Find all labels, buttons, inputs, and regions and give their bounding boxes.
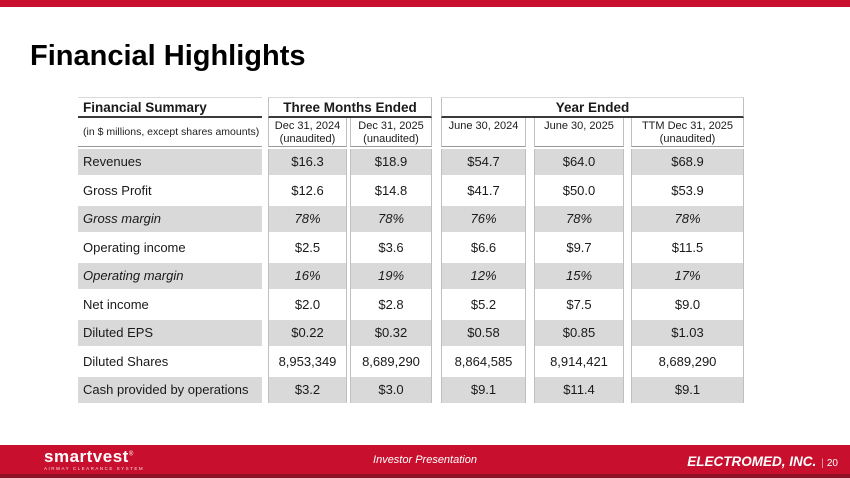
value-cell: $5.2 xyxy=(470,296,497,312)
company-name: ELECTROMED, INC. xyxy=(687,454,817,469)
financial-summary-table: Financial Summary Three Months Ended Yea… xyxy=(78,97,746,403)
column-header-line1: Dec 31, 2025 xyxy=(358,120,424,132)
column-header-june-30-2024: June 30, 2024 xyxy=(441,118,526,147)
row-label: Gross Profit xyxy=(83,182,152,198)
value-cell: 78% xyxy=(351,206,431,232)
row-label: Gross margin xyxy=(78,206,262,232)
row-label: Operating margin xyxy=(78,263,262,289)
column-header-line1: Dec 31, 2024 xyxy=(274,120,341,132)
value-cell: 19% xyxy=(351,263,431,289)
column-header-line1: June 30, 2024 xyxy=(448,120,519,132)
table-corner-header: Financial Summary xyxy=(78,97,262,118)
value-cell: $50.0 xyxy=(562,182,596,198)
value-cell: $1.03 xyxy=(632,320,743,346)
row-label: Net income xyxy=(83,296,149,312)
column-header-dec-31-2025: Dec 31, 2025 (unaudited) xyxy=(350,118,432,147)
value-cell: $54.7 xyxy=(442,149,525,175)
smartvest-logo-tagline: AIRWAY CLEARANCE SYSTEM xyxy=(44,466,145,471)
row-label: Diluted Shares xyxy=(83,353,169,369)
value-cell: $0.32 xyxy=(351,320,431,346)
column-header-june-30-2025: June 30, 2025 xyxy=(534,118,624,147)
value-cell: 8,914,421 xyxy=(550,353,608,369)
value-column-dec-31-2024: $16.3 $12.6 78% $2.5 16% $2.0 $0.22 8,953,349 $3… xyxy=(268,149,347,403)
value-column-ttm-dec-31-2025: $68.9 $53.9 78% $11.5 17% $9.0 $1.03 8,689,290 $… xyxy=(631,149,744,403)
column-header-line1: June 30, 2025 xyxy=(544,120,614,132)
row-label: Diluted EPS xyxy=(78,320,262,346)
value-cell: $18.9 xyxy=(351,149,431,175)
value-cell: $9.0 xyxy=(674,296,701,312)
group-header-three-months-ended: Three Months Ended xyxy=(268,97,432,118)
value-cell: $2.0 xyxy=(294,296,321,312)
footer-company-block: ELECTROMED, INC. | 20 xyxy=(687,453,838,471)
value-cell: 8,864,585 xyxy=(454,353,513,369)
table-group-header-row: Financial Summary Three Months Ended Yea… xyxy=(78,97,746,118)
value-cell: 76% xyxy=(442,206,525,232)
column-header-line2: (unaudited) xyxy=(363,133,419,145)
row-label: Operating income xyxy=(83,239,186,255)
page-number: 20 xyxy=(826,458,838,469)
value-cell: $12.6 xyxy=(291,182,324,198)
value-cell: $14.8 xyxy=(374,182,408,198)
table-units-note: (in $ millions, except shares amounts) xyxy=(78,118,262,147)
value-cell: 78% xyxy=(269,206,346,232)
slide-footer: smartvest® AIRWAY CLEARANCE SYSTEM Inves… xyxy=(0,445,850,478)
column-header-ttm-dec-31-2025: TTM Dec 31, 2025 (unaudited) xyxy=(631,118,744,147)
top-accent-bar xyxy=(0,0,850,7)
value-cell: $11.4 xyxy=(535,377,623,403)
smartvest-logo: smartvest® AIRWAY CLEARANCE SYSTEM xyxy=(44,448,144,472)
value-cell: 8,689,290 xyxy=(658,353,717,369)
column-header-line2: (unaudited) xyxy=(279,133,336,145)
value-cell: 17% xyxy=(632,263,743,289)
page-title: Financial Highlights xyxy=(30,40,306,72)
footer-presentation-label: Investor Presentation xyxy=(373,454,477,466)
value-cell: $64.0 xyxy=(535,149,623,175)
value-cell: $11.5 xyxy=(671,239,704,255)
footer-bottom-accent-strip xyxy=(0,474,850,478)
value-cell: 8,689,290 xyxy=(362,353,420,369)
value-cell: $0.58 xyxy=(442,320,525,346)
value-cell: $9.1 xyxy=(632,377,743,403)
value-cell: $53.9 xyxy=(671,182,704,198)
value-cell: $9.1 xyxy=(442,377,525,403)
value-cell: $0.85 xyxy=(535,320,623,346)
value-cell: $16.3 xyxy=(269,149,346,175)
value-cell: $3.2 xyxy=(269,377,346,403)
value-column-june-30-2025: $64.0 $50.0 78% $9.7 15% $7.5 $0.85 8,914,421 $1… xyxy=(534,149,624,403)
value-cell: $3.6 xyxy=(378,239,404,255)
value-cell: $3.0 xyxy=(351,377,431,403)
table-column-header-row: (in $ millions, except shares amounts) D… xyxy=(78,118,746,147)
value-cell: $2.5 xyxy=(294,239,321,255)
column-header-dec-31-2024: Dec 31, 2024 (unaudited) xyxy=(268,118,347,147)
value-cell: 15% xyxy=(535,263,623,289)
column-header-line2: (unaudited) xyxy=(659,133,716,145)
value-cell: $2.8 xyxy=(378,296,404,312)
value-cell: $41.7 xyxy=(467,182,500,198)
value-cell: $6.6 xyxy=(470,239,497,255)
value-cell: $7.5 xyxy=(566,296,592,312)
row-label: Revenues xyxy=(78,149,262,175)
value-cell: $68.9 xyxy=(632,149,743,175)
value-cell: $0.22 xyxy=(269,320,346,346)
table-body: Revenues Gross Profit Gross margin Operatin… xyxy=(78,149,746,403)
row-label-column: Revenues Gross Profit Gross margin Operatin… xyxy=(78,149,262,403)
row-label: Cash provided by operations xyxy=(78,377,262,403)
value-cell: 78% xyxy=(632,206,743,232)
group-header-year-ended: Year Ended xyxy=(441,97,744,118)
value-column-dec-31-2025: $18.9 $14.8 78% $3.6 19% $2.8 $0.32 8,689,290 $3… xyxy=(350,149,432,403)
value-cell: $9.7 xyxy=(566,239,592,255)
value-column-june-30-2024: $54.7 $41.7 76% $6.6 12% $5.2 $0.58 8,864,585 $9… xyxy=(441,149,526,403)
page-number-divider: | xyxy=(821,458,824,469)
registered-trademark-icon: ® xyxy=(128,451,134,458)
value-cell: 12% xyxy=(442,263,525,289)
value-cell: 16% xyxy=(269,263,346,289)
value-cell: 78% xyxy=(535,206,623,232)
smartvest-logo-text: smartvest xyxy=(44,447,129,466)
value-cell: 8,953,349 xyxy=(278,353,337,369)
column-header-line1: TTM Dec 31, 2025 xyxy=(641,120,734,132)
